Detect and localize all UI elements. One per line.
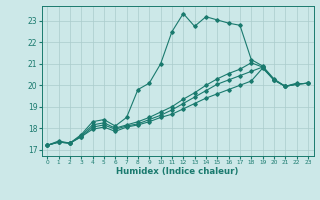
X-axis label: Humidex (Indice chaleur): Humidex (Indice chaleur) — [116, 167, 239, 176]
